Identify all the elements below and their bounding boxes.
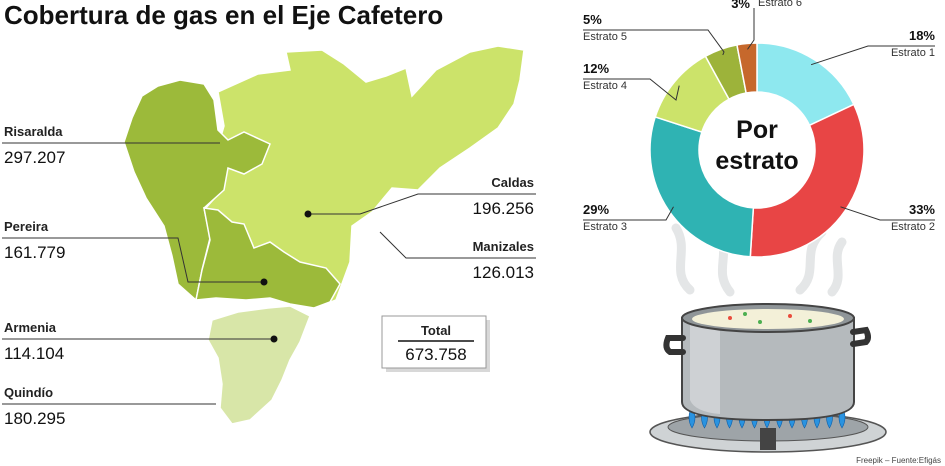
donut-pct-label-5: 5% <box>583 12 602 27</box>
caldas-label: Caldas <box>491 175 534 190</box>
pereira-dot <box>260 278 268 286</box>
stove-grate <box>760 428 776 450</box>
armenia-value: 114.104 <box>4 344 64 363</box>
estrato-donut-chart <box>649 42 865 258</box>
donut-center-line1: Por <box>736 116 778 144</box>
eje-cafetero-map <box>123 45 525 425</box>
quindio-label: Quindío <box>4 385 53 400</box>
donut-hole <box>701 94 813 206</box>
donut-category-label-5: Estrato 5 <box>583 31 627 43</box>
donut-pct-label-6: 3% <box>731 0 750 11</box>
page-title: Cobertura de gas en el Eje Cafetero <box>4 0 443 30</box>
risaralda-region <box>123 79 271 302</box>
donut-pct-label-1: 18% <box>909 28 935 43</box>
total-label: Total <box>421 323 451 338</box>
manizales-label: Manizales <box>473 239 534 254</box>
donut-category-label-4: Estrato 4 <box>583 80 627 92</box>
donut-leader-3 <box>583 206 674 221</box>
donut-category-label-6: Estrato 6 <box>758 0 802 9</box>
total-box: Total 673.758 <box>381 315 490 372</box>
armenia-dot <box>270 335 278 343</box>
donut-leader-5 <box>583 29 725 56</box>
donut-leader-2 <box>840 206 935 221</box>
donut-leader-4 <box>583 78 680 101</box>
pereira-label: Pereira <box>4 219 49 234</box>
map-dots <box>260 210 312 343</box>
donut-slice-3 <box>649 115 755 258</box>
donut-slice-6 <box>736 42 758 94</box>
caldas-value: 196.256 <box>473 199 534 218</box>
donut-center-line2: estrato <box>715 147 798 175</box>
donut-pct-label-4: 12% <box>583 61 609 76</box>
donut-category-label-1: Estrato 1 <box>891 47 935 59</box>
gas-stove-illustration <box>649 303 887 453</box>
quindio-region <box>207 305 311 425</box>
risaralda-value: 297.207 <box>4 148 65 167</box>
donut-category-label-3: Estrato 3 <box>583 221 627 233</box>
donut-labels: 18% Estrato 1 33% Estrato 2 29% Estrato 3 12% E… <box>583 0 935 233</box>
risaralda-label: Risaralda <box>4 124 63 139</box>
leader-lines <box>2 142 536 405</box>
donut-leader-6 <box>747 8 755 50</box>
manizales-value: 126.013 <box>473 263 534 282</box>
pereira-value: 161.779 <box>4 243 65 262</box>
donut-slice-2 <box>749 103 865 258</box>
quindio-value: 180.295 <box>4 409 65 428</box>
cooking-pot <box>681 317 855 422</box>
pereira-region <box>195 207 341 309</box>
donut-leader-1 <box>810 45 935 66</box>
total-value: 673.758 <box>405 345 466 364</box>
donut-pct-label-3: 29% <box>583 202 609 217</box>
caldas-dot <box>304 210 312 218</box>
armenia-label: Armenia <box>4 320 57 335</box>
donut-pct-label-2: 33% <box>909 202 935 217</box>
donut-category-label-2: Estrato 2 <box>891 221 935 233</box>
source-credit: Freepik – Fuente:Efigás <box>856 456 941 465</box>
